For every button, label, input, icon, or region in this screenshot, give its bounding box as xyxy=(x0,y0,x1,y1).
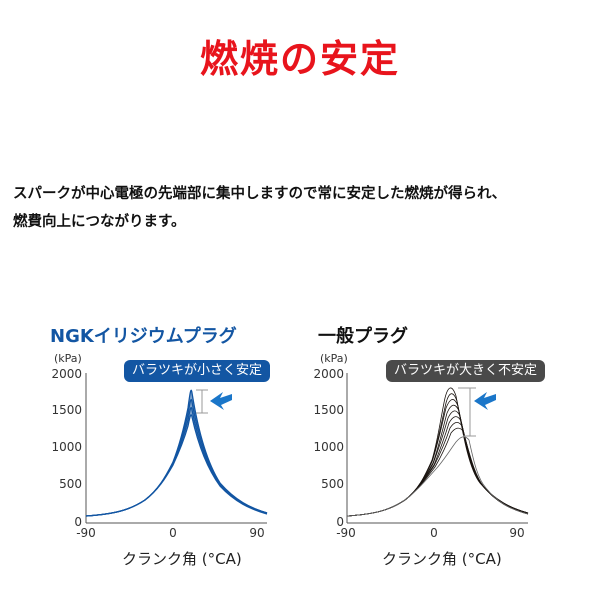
arrow-icon xyxy=(210,392,232,410)
page-title: 燃焼の安定 xyxy=(199,37,400,81)
x-axis-label: クランク角 (°CA) xyxy=(122,550,242,568)
y-tick: 2000 xyxy=(313,367,344,381)
x-tick: 0 xyxy=(169,526,177,540)
arrow-icon xyxy=(474,392,496,410)
y-unit-label: (kPa) xyxy=(320,352,348,365)
y-tick: 1000 xyxy=(313,440,344,454)
description-line-2: 燃費向上につながります。 xyxy=(13,214,186,230)
y-tick: 0 xyxy=(336,515,344,529)
x-axis-label: クランク角 (°CA) xyxy=(382,550,502,568)
chart-general-plug: 一般プラグ (kPa) バラツキが大きく不安定 2000 1500 1000 5… xyxy=(300,318,560,578)
stability-badge: バラツキが大きく不安定 xyxy=(386,360,546,382)
x-tick: -90 xyxy=(76,526,96,540)
plot-area xyxy=(346,373,529,524)
x-tick: -90 xyxy=(336,526,356,540)
x-tick: 90 xyxy=(509,526,525,540)
chart-title: NGKイリジウムプラグ xyxy=(50,326,237,347)
y-tick: 1500 xyxy=(313,403,344,417)
description-line-1: スパークが中心電極の先端部に集中しますので常に安定した燃焼が得られ、 xyxy=(13,186,507,202)
y-tick: 0 xyxy=(74,515,82,529)
y-tick: 500 xyxy=(59,477,82,491)
y-tick: 500 xyxy=(321,477,344,491)
stability-badge: バラツキが小さく安定 xyxy=(124,360,271,382)
chart-title: 一般プラグ xyxy=(318,326,408,347)
y-tick: 1000 xyxy=(51,440,82,454)
y-unit-label: (kPa) xyxy=(54,352,82,365)
description: スパークが中心電極の先端部に集中しますので常に安定した燃焼が得られ、 燃費向上に… xyxy=(13,180,593,236)
pressure-curves xyxy=(346,387,529,517)
y-tick: 1500 xyxy=(51,403,82,417)
chart-ngk-iridium: NGKイリジウムプラグ (kPa) バラツキが小さく安定 2000 1500 1… xyxy=(40,318,300,578)
x-tick: 0 xyxy=(430,526,438,540)
plot-area xyxy=(85,373,268,524)
x-tick: 90 xyxy=(249,526,265,540)
y-tick: 2000 xyxy=(51,367,82,381)
